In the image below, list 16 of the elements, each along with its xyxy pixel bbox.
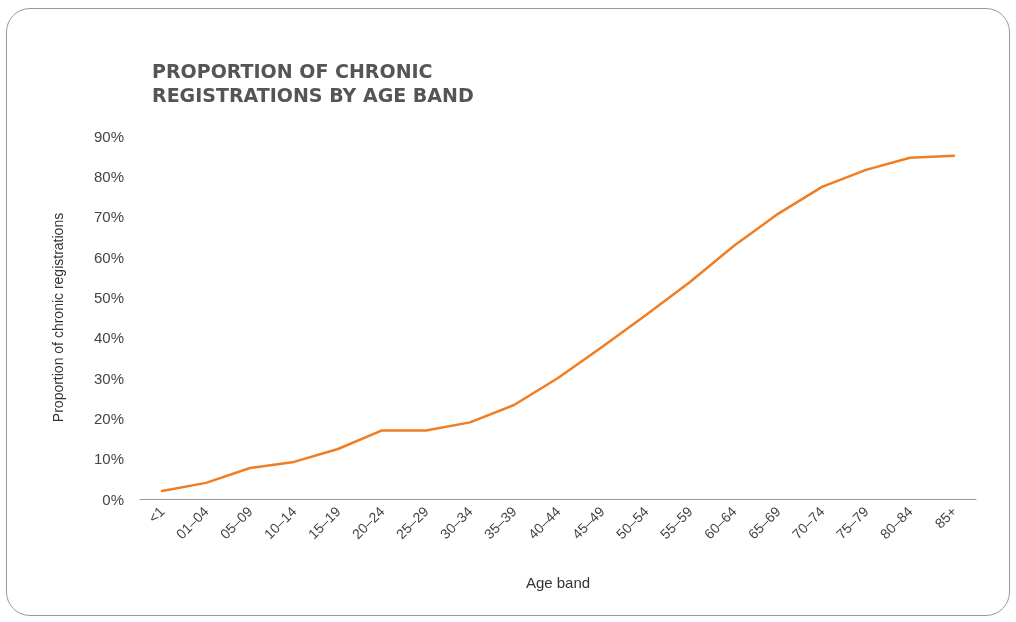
y-tick-label: 90% — [93, 127, 124, 145]
y-tick-label: 10% — [93, 450, 124, 468]
chart-title: PROPORTION OF CHRONIC REGISTRATIONS BY AGE BAND — [152, 60, 474, 106]
x-tick-label: <1 — [145, 503, 168, 526]
y-tick-label: 60% — [93, 248, 124, 266]
y-tick-label: 0% — [102, 490, 124, 508]
y-axis-title: Proportion of chronic registrations — [50, 212, 66, 423]
y-tick-label: 50% — [93, 288, 124, 306]
y-tick-label: 70% — [93, 208, 124, 226]
x-axis-title: Age band — [525, 574, 591, 591]
line-series — [160, 154, 956, 493]
y-tick-label: 80% — [93, 167, 124, 185]
y-tick-label: 30% — [93, 369, 124, 387]
y-tick-label: 20% — [93, 409, 124, 427]
x-tick-label: 85+ — [931, 503, 960, 532]
y-tick-label: 40% — [93, 329, 124, 347]
